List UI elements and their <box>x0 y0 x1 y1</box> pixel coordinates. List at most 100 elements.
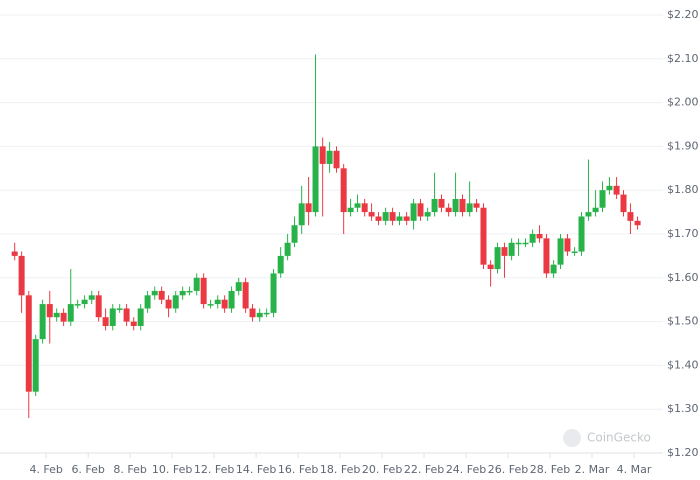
x-tick-label: 8. Feb <box>113 463 146 476</box>
candle-body <box>228 290 235 309</box>
x-tick-label: 24. Feb <box>446 463 486 476</box>
candle-body <box>557 238 564 265</box>
candle-body <box>200 277 207 305</box>
x-tick-label: 10. Feb <box>152 463 192 476</box>
candle-body <box>319 146 326 164</box>
x-tick-label: 4. Mar <box>617 463 652 476</box>
candle-body <box>46 304 53 318</box>
candle-body <box>613 185 620 195</box>
candle-body <box>634 220 641 226</box>
candle-body <box>221 299 228 309</box>
candle-body <box>382 212 389 221</box>
candle-body <box>116 308 123 310</box>
candle-body <box>214 299 221 305</box>
x-tick-label: 12. Feb <box>194 463 234 476</box>
candle-body <box>592 207 599 213</box>
y-tick-label: $1.20 <box>667 446 699 459</box>
candle-body <box>417 203 424 217</box>
candle-body <box>18 255 25 296</box>
y-tick-label: $1.70 <box>667 227 699 240</box>
y-tick-label: $2.20 <box>667 8 699 21</box>
candle-body <box>235 282 242 291</box>
y-tick-label: $1.30 <box>667 402 699 415</box>
candle-body <box>242 282 249 309</box>
x-tick-label: 28. Feb <box>530 463 570 476</box>
y-tick-label: $1.40 <box>667 358 699 371</box>
candle-body <box>487 264 494 270</box>
watermark-group: CoinGecko <box>563 429 651 447</box>
candle-body <box>270 273 277 313</box>
candle-body <box>494 247 501 270</box>
candle-body <box>193 277 200 291</box>
candle-body <box>508 242 515 256</box>
candle-body <box>88 295 95 300</box>
candle-body <box>354 203 361 208</box>
candle-body <box>186 290 193 293</box>
candle-body <box>480 207 487 265</box>
candle-body <box>333 150 340 169</box>
y-tick-label: $1.60 <box>667 271 699 284</box>
candle-body <box>81 299 88 305</box>
candle-body <box>515 242 522 245</box>
candle-body <box>361 203 368 213</box>
candle-body <box>284 242 291 256</box>
candle-body <box>424 212 431 217</box>
candle-body <box>627 212 634 221</box>
candle-body <box>536 234 543 239</box>
x-tick-label: 6. Feb <box>71 463 104 476</box>
candle-body <box>347 207 354 213</box>
candle-body <box>466 203 473 213</box>
x-tick-label: 22. Feb <box>404 463 444 476</box>
candle-body <box>340 168 347 213</box>
y-tick-label: $1.90 <box>667 139 699 152</box>
candle-body <box>578 216 585 252</box>
candle-body <box>165 299 172 309</box>
y-tick-label: $2.00 <box>667 96 699 109</box>
candle-body <box>571 251 578 254</box>
candle-body <box>550 264 557 274</box>
candle-body <box>74 304 81 306</box>
candle-body <box>207 304 214 306</box>
candle-body <box>501 247 508 256</box>
candle-body <box>396 216 403 221</box>
candle-body <box>11 251 18 256</box>
y-tick-label: $2.10 <box>667 52 699 65</box>
candle-body <box>529 234 536 243</box>
candle-body <box>158 290 165 300</box>
x-tick-label: 2. Mar <box>575 463 610 476</box>
candle-body <box>543 238 550 274</box>
candle-body <box>585 212 592 217</box>
candle-body <box>172 295 179 309</box>
candle-body <box>445 207 452 213</box>
candle-body <box>452 198 459 213</box>
candle-body <box>438 198 445 208</box>
candle-body <box>151 290 158 296</box>
candle-body <box>298 203 305 226</box>
candle-body <box>473 203 480 208</box>
candle-body <box>32 339 39 392</box>
candle-body <box>459 198 466 213</box>
candle-body <box>389 212 396 221</box>
candle-body <box>179 290 186 296</box>
candle-body <box>291 225 298 243</box>
candle-body <box>606 185 613 191</box>
candle-body <box>39 304 46 340</box>
candle-body <box>599 190 606 208</box>
x-tick-label: 14. Feb <box>236 463 276 476</box>
watermark-logo <box>563 429 581 447</box>
candle-body <box>277 255 284 274</box>
candle-body <box>109 308 116 326</box>
candle-body <box>403 216 410 221</box>
x-tick-label: 26. Feb <box>488 463 528 476</box>
watermark: CoinGecko <box>587 431 651 445</box>
candle-body <box>25 295 32 392</box>
x-tick-label: 18. Feb <box>320 463 360 476</box>
candle-body <box>305 203 312 213</box>
x-tick-label: 16. Feb <box>278 463 318 476</box>
candle-body <box>137 308 144 326</box>
candle-body <box>368 212 375 217</box>
x-tick-label: 20. Feb <box>362 463 402 476</box>
candle-body <box>144 295 151 309</box>
candle-body <box>326 150 333 164</box>
